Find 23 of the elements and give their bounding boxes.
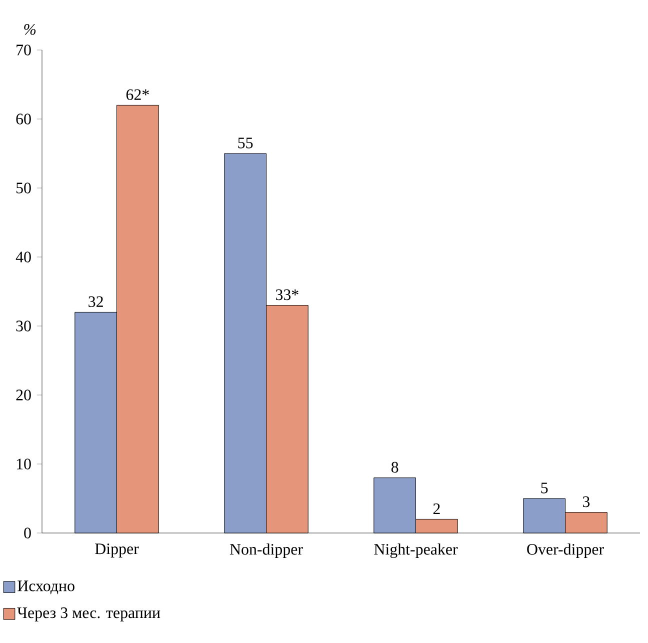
y-tick-label: 0 xyxy=(24,528,31,538)
data-label: 5 xyxy=(541,482,548,494)
x-tick-label: Night-peaker xyxy=(374,543,458,558)
y-tick-label: 40 xyxy=(16,252,31,262)
data-label: 55 xyxy=(238,138,253,148)
data-label: 2 xyxy=(433,503,440,514)
y-tick-label: 50 xyxy=(16,182,31,194)
x-tick-label: Non-dipper xyxy=(230,543,303,558)
data-label: 62* xyxy=(126,89,149,100)
data-label: 33* xyxy=(276,289,298,300)
data-label: 8 xyxy=(391,462,398,473)
legend-label: Через 3 мес. терапии xyxy=(17,607,160,622)
data-label: 3 xyxy=(582,496,590,508)
legend-label: Исходно xyxy=(18,580,74,594)
data-label: 32 xyxy=(88,296,103,308)
y-tick-label: 70 xyxy=(16,44,31,56)
x-tick-label: Over-dipper xyxy=(527,543,604,558)
x-tick-label: Dipper xyxy=(95,544,139,558)
y-axis-title: % xyxy=(24,24,36,35)
y-tick-label: 60 xyxy=(16,114,31,124)
y-tick-label: 20 xyxy=(16,390,31,400)
y-tick-label: 30 xyxy=(16,320,31,332)
y-tick-label: 10 xyxy=(16,458,31,470)
